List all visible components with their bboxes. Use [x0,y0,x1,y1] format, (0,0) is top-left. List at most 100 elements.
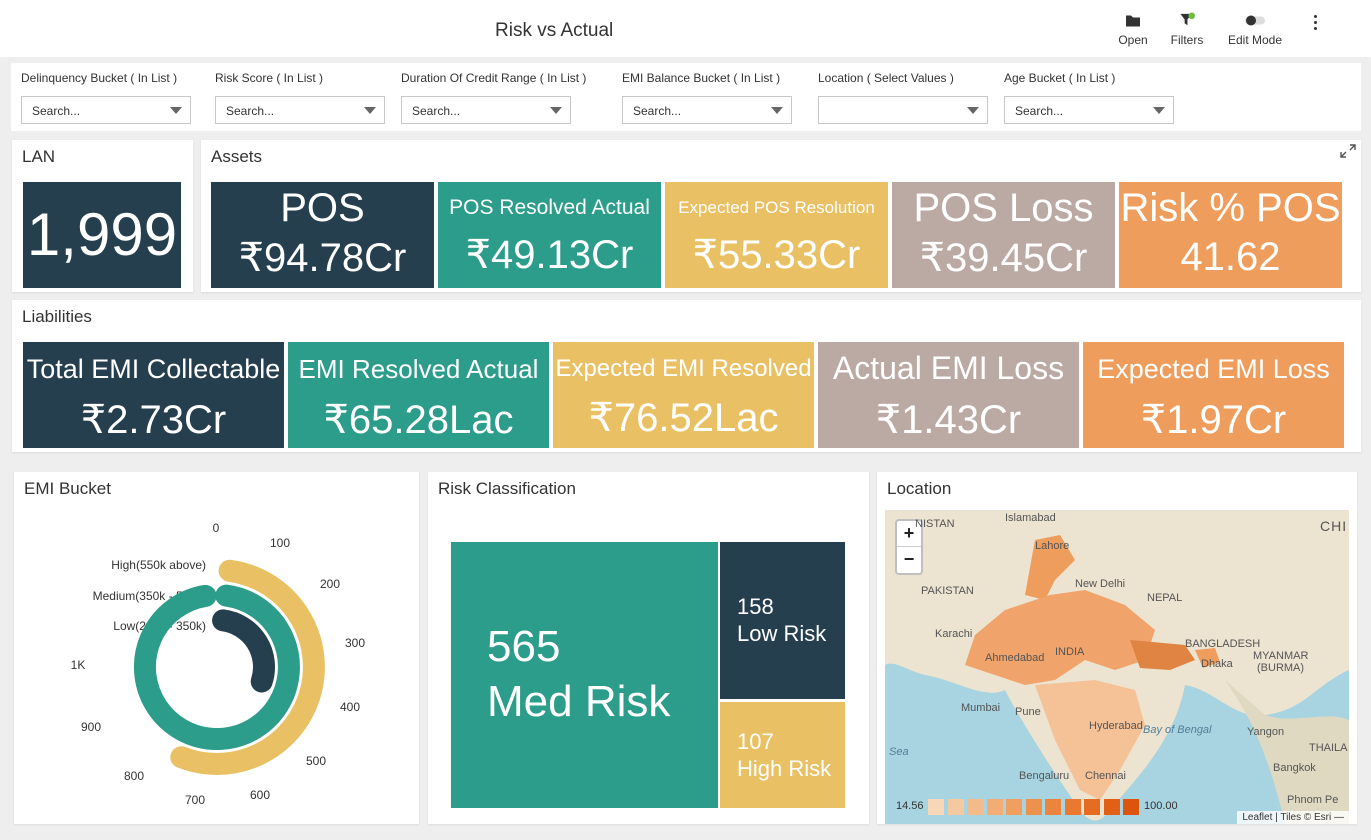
delinquency-bucket-select[interactable]: Search... [21,96,191,124]
select-placeholder: Search... [633,104,682,118]
legend-swatch [986,799,1003,815]
asset-tile-pos[interactable]: POS ₹94.78Cr [211,182,434,288]
legend-swatch [1006,799,1022,815]
filter-label: Age Bucket ( In List ) [1004,71,1116,85]
legend-swatch [1025,799,1042,815]
filter-risk-score: Risk Score ( In List ) Search... [215,71,387,124]
legend-min: 14.56 [896,800,924,812]
select-placeholder: Search... [32,104,81,118]
map-label: Islamabad [1005,512,1056,524]
filter-label: Delinquency Bucket ( In List ) [21,71,178,85]
map-region-central[interactable] [965,590,1155,685]
map-region-north[interactable] [1025,535,1075,600]
asset-tile-label: Expected POS Resolution [678,198,875,217]
legend-swatch [1123,799,1139,815]
legend-swatch [967,799,983,815]
risk-score-select[interactable]: Search... [215,96,385,124]
liability-tile-label: Expected EMI Resolved [555,355,812,382]
treemap-value: 107 [737,729,774,754]
zoom-control: + − [895,519,923,575]
map-label: Bangkok [1273,762,1316,774]
zoom-in-button[interactable]: + [897,521,921,547]
open-label: Open [1118,33,1148,47]
map-label: Sea [889,746,909,758]
asset-tile-label: POS Loss [913,186,1094,230]
edit-mode-toggle[interactable]: Edit Mode [1224,12,1286,47]
age-bucket-select[interactable]: Search... [1004,96,1174,124]
expand-icon[interactable] [1339,143,1357,159]
lan-tile[interactable]: 1,999 [23,182,181,288]
asset-tile-value: ₹94.78Cr [238,236,407,280]
map-label: MYANMAR [1253,650,1309,662]
treemap-cell-high-risk[interactable]: 107 High Risk [720,702,845,808]
emi-tick-label: 500 [306,754,326,768]
liability-tile-value: ₹76.52Lac [588,396,779,440]
map-label: Mumbai [961,702,1001,714]
emi-bucket-panel: EMI Bucket 0 100 200 300 400 500 600 700… [14,472,419,824]
select-placeholder: Search... [1015,104,1064,118]
asset-tile-value: ₹55.33Cr [692,233,861,277]
asset-tile-expected-pos-resolution[interactable]: Expected POS Resolution ₹55.33Cr [665,182,888,288]
map-label: Karachi [935,628,973,640]
asset-tile-risk-pct-pos[interactable]: Risk % POS 41.62 [1119,182,1342,288]
map-label: Lahore [1035,540,1070,552]
map-region-northeast[interactable] [1195,648,1220,668]
asset-tile-pos-resolved-actual[interactable]: POS Resolved Actual ₹49.13Cr [438,182,661,288]
liability-tile-value: ₹1.97Cr [1140,398,1287,442]
treemap-cell-low-risk[interactable]: 158 Low Risk [720,542,845,699]
asset-tile-label: POS Resolved Actual [449,196,650,219]
legend-swatch [928,799,944,815]
filters-label: Filters [1170,33,1204,47]
zoom-out-button[interactable]: − [903,549,915,569]
map-label: (BURMA) [1257,662,1305,674]
emi-bucket-chart: 0 100 200 300 400 500 600 700 800 900 1K… [71,521,366,807]
map-label: THAILA [1309,742,1348,754]
location-select[interactable] [818,96,988,124]
filter-label: Duration Of Credit Range ( In List ) [401,71,587,85]
emi-tick-label: 1K [71,658,86,672]
asset-tile-label: Risk % POS [1120,186,1341,230]
map-label: Hyderabad [1089,720,1143,732]
filter-delinquency-bucket: Delinquency Bucket ( In List ) Search... [21,71,193,124]
treemap-label: Med Risk [487,677,671,726]
filter-emi-balance-bucket: EMI Balance Bucket ( In List ) Search... [622,71,794,124]
emi-balance-bucket-select[interactable]: Search... [622,96,792,124]
filter-label: EMI Balance Bucket ( In List ) [622,71,781,85]
open-button[interactable]: Open [1115,12,1151,47]
assets-title: Assets [211,147,263,166]
map-attribution[interactable]: Leaflet | Tiles © Esri — [1237,811,1349,824]
edit-mode-label: Edit Mode [1227,33,1283,47]
liability-tile-expected-emi-resolved[interactable]: Expected EMI Resolved ₹76.52Lac [553,342,814,448]
map-label: BANGLADESH [1185,638,1261,650]
liability-tile-label: Total EMI Collectable [26,354,281,384]
lan-panel: LAN 1,999 [12,140,193,292]
filter-bar: Delinquency Bucket ( In List ) Search...… [11,63,1361,131]
assets-panel: Assets POS ₹94.78Cr POS Resolved Actual … [201,140,1361,292]
emi-tick-label: 300 [345,636,365,650]
asset-tile-value: ₹49.13Cr [465,233,634,277]
liability-tile-actual-emi-loss[interactable]: Actual EMI Loss ₹1.43Cr [818,342,1079,448]
emi-arc-high[interactable] [170,559,325,775]
liability-tile-label: EMI Resolved Actual [298,354,539,384]
treemap-cell-med-risk[interactable]: 565 Med Risk [451,542,718,808]
treemap-value: 565 [487,622,561,671]
emi-tick-label: 900 [81,720,101,734]
liability-tile-total-emi-collectable[interactable]: Total EMI Collectable ₹2.73Cr [23,342,284,448]
caret-down-icon [1153,107,1165,114]
more-options-icon[interactable] [1308,12,1324,32]
caret-down-icon [364,107,376,114]
filters-button[interactable]: Filters [1166,12,1208,47]
filter-icon [1180,12,1196,26]
emi-tick-label: 700 [185,793,205,807]
emi-arc-medium[interactable] [133,584,300,750]
filter-label: Risk Score ( In List ) [215,71,324,85]
location-map[interactable]: + − NISTAN Islamabad Lahore CHI PAKISTAN… [885,510,1349,824]
select-placeholder: Search... [226,104,275,118]
map-region-east[interactable] [1130,640,1195,670]
asset-tile-pos-loss[interactable]: POS Loss ₹39.45Cr [892,182,1115,288]
liability-tile-expected-emi-loss[interactable]: Expected EMI Loss ₹1.97Cr [1083,342,1344,448]
duration-credit-range-select[interactable]: Search... [401,96,571,124]
map-region-south[interactable] [1035,680,1145,800]
emi-arc-low[interactable] [212,609,275,693]
liability-tile-emi-resolved-actual[interactable]: EMI Resolved Actual ₹65.28Lac [288,342,549,448]
